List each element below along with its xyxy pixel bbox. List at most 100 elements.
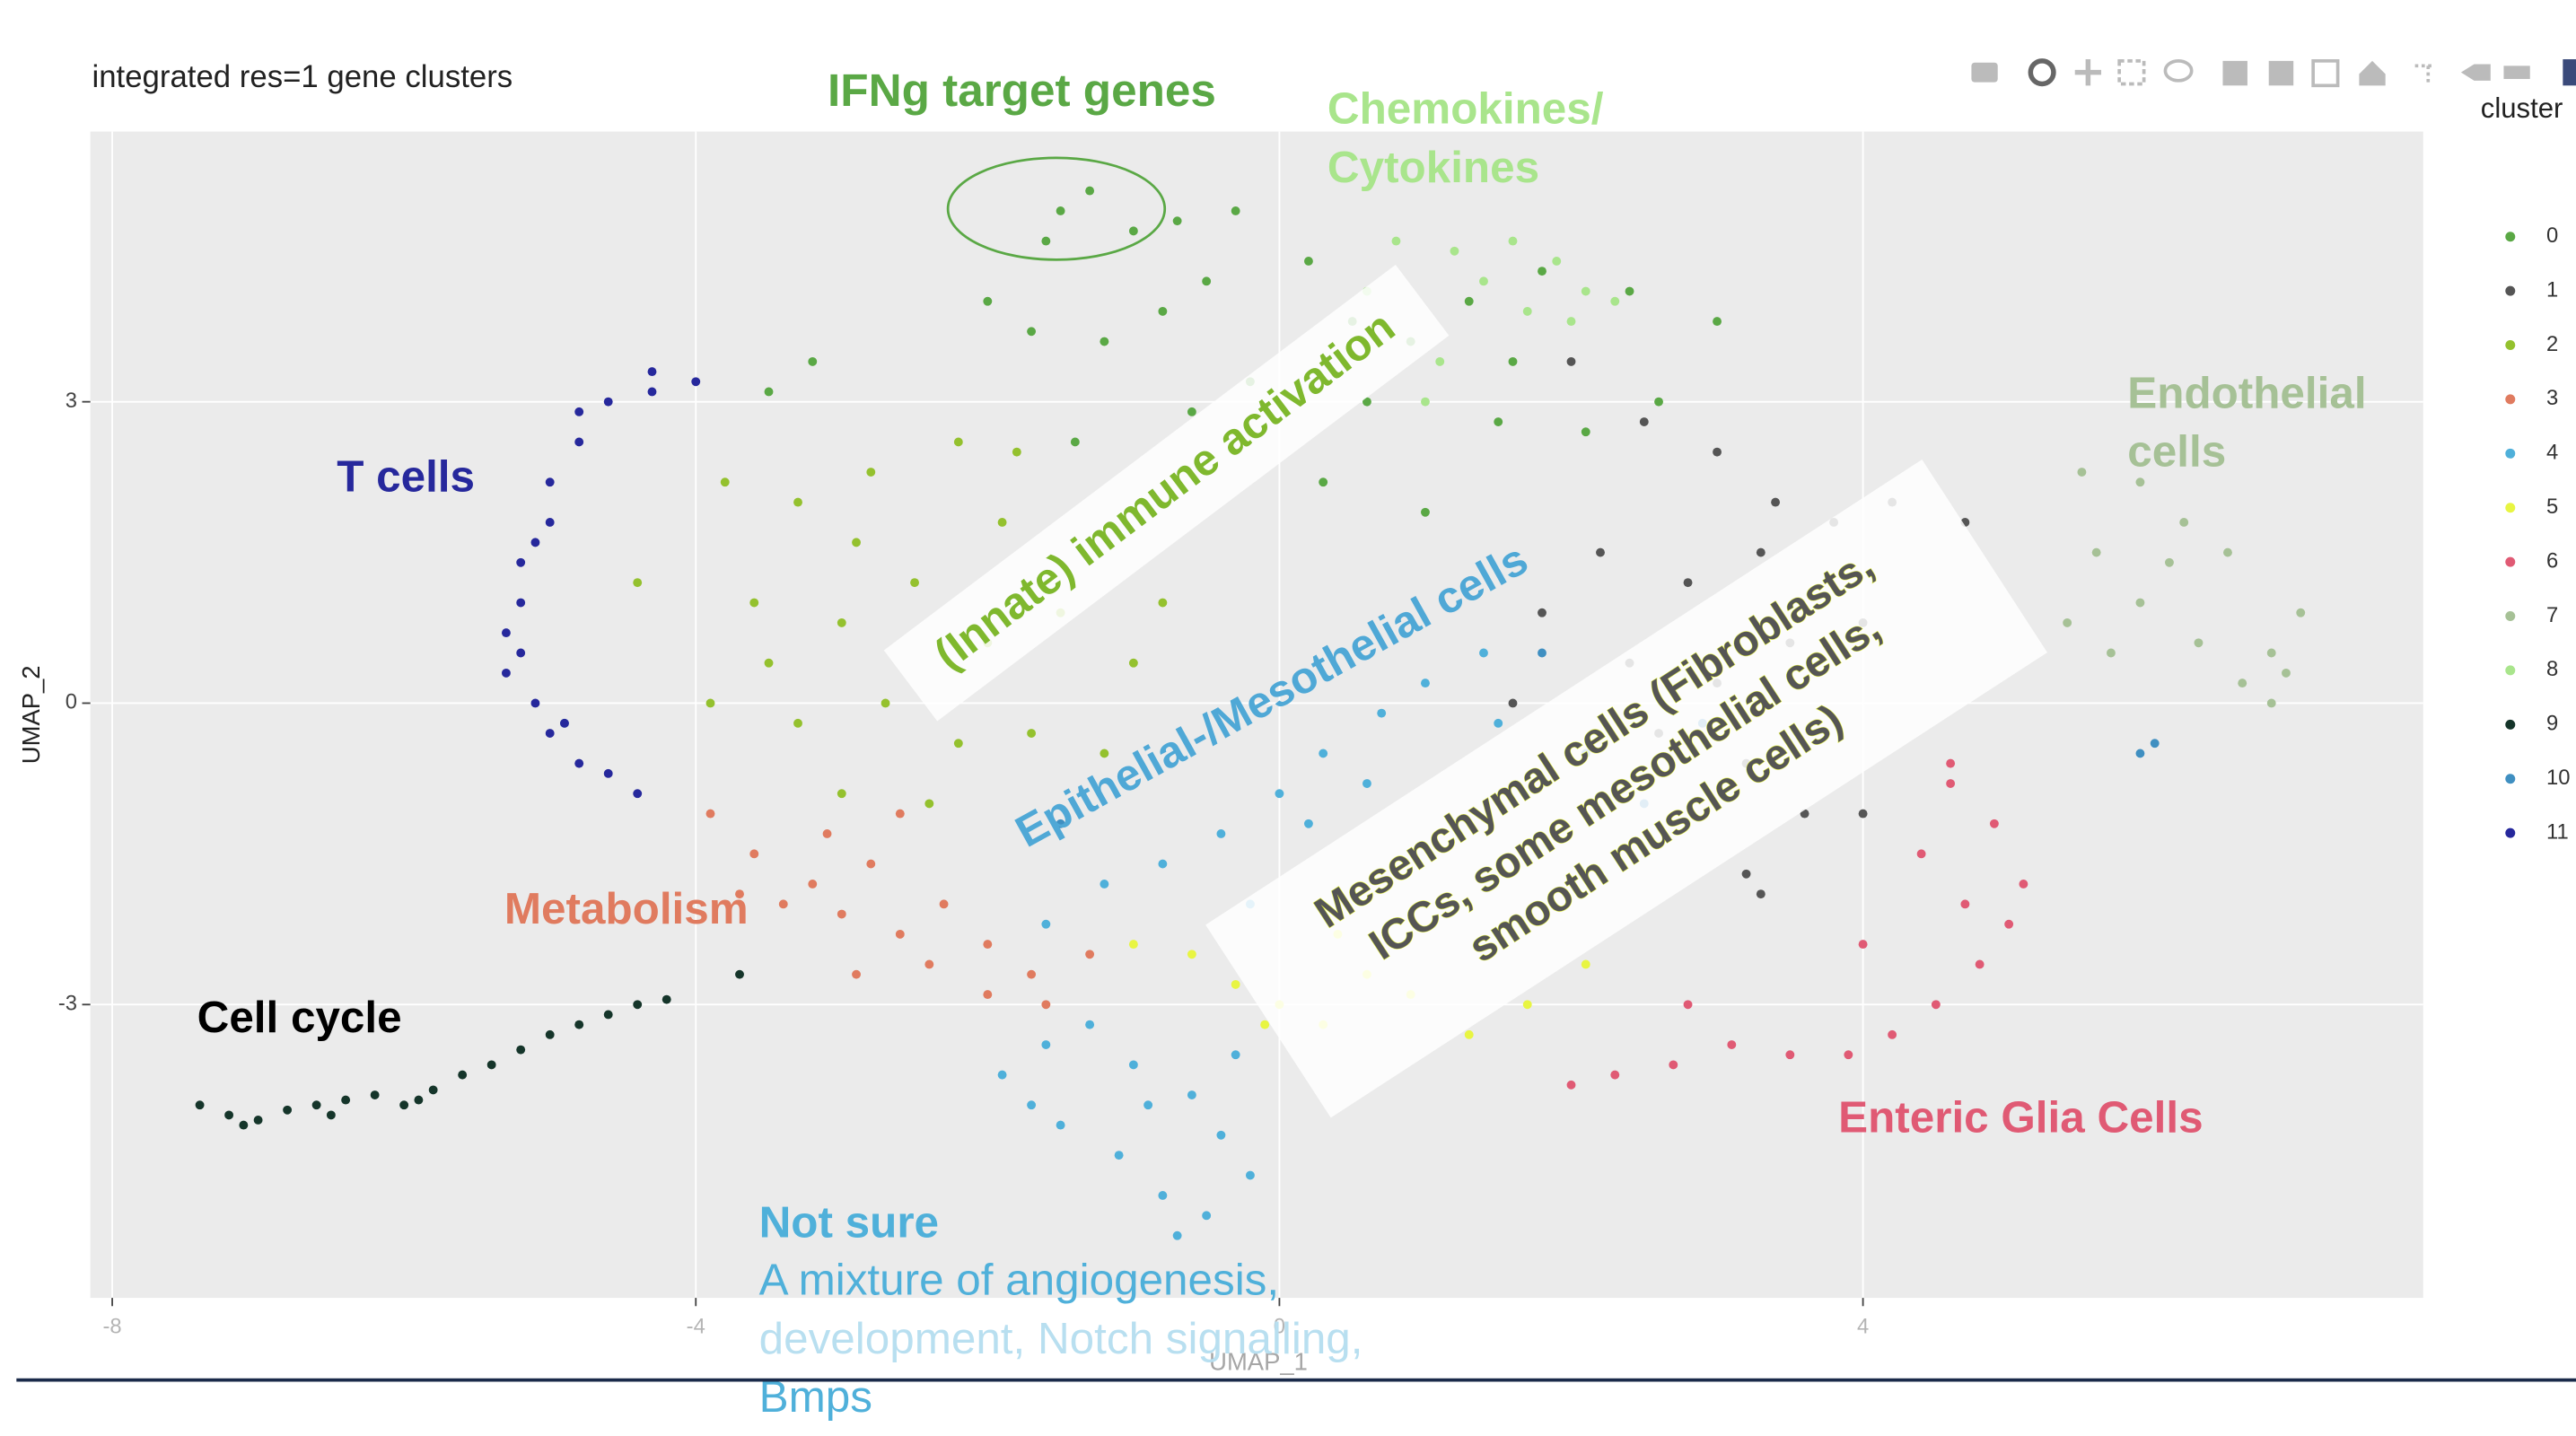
spike-icon[interactable] <box>2414 64 2435 86</box>
scatter-point <box>1479 276 1488 286</box>
scatter-point <box>1538 608 1546 617</box>
scatter-point <box>749 849 759 859</box>
scatter-point <box>1391 236 1401 246</box>
legend-label: 0 <box>2546 223 2558 248</box>
logo-icon[interactable] <box>2563 59 2576 86</box>
scatter-point <box>647 387 657 397</box>
legend-marker <box>2505 556 2516 567</box>
autoscale-icon[interactable] <box>2311 59 2340 88</box>
lasso-icon[interactable] <box>2163 59 2194 83</box>
scatter-point <box>1610 1070 1620 1080</box>
scatter-point <box>2106 648 2116 658</box>
scatter-point <box>895 809 905 819</box>
toolbar[interactable] <box>1971 58 2576 88</box>
scatter-point <box>1522 306 1532 316</box>
scatter-point <box>852 969 861 979</box>
legend: 0 1 2 3 4 5 6 7 8 9 10 11 <box>2505 223 2571 844</box>
scatter-point <box>1566 356 1576 366</box>
scatter-point <box>1027 327 1037 337</box>
scatter-point <box>1172 1230 1182 1240</box>
scatter-point <box>764 387 774 397</box>
scatter-point <box>1946 758 1956 768</box>
hover-compare-icon[interactable] <box>2503 66 2530 79</box>
scatter-point <box>1128 940 1138 950</box>
zoom-icon[interactable] <box>2028 58 2056 87</box>
scatter-point <box>1056 206 1065 215</box>
scatter-point <box>530 538 540 547</box>
scatter-point <box>1479 648 1488 658</box>
scatter-point <box>560 718 569 728</box>
legend-label: 2 <box>2546 332 2558 356</box>
scatter-point <box>1231 206 1240 215</box>
scatter-point <box>1508 356 1518 366</box>
scatter-point <box>1245 1170 1255 1180</box>
scatter-point <box>1085 950 1095 959</box>
scatter-point <box>458 1070 468 1080</box>
scatter-point <box>2179 518 2189 527</box>
scatter-point <box>1070 437 1080 447</box>
scatter-point <box>2266 698 2276 708</box>
scatter-point <box>1771 497 1781 507</box>
annotation-text: Cell cycle <box>197 993 402 1042</box>
y-tick-label: -3 <box>58 992 77 1016</box>
box-select-icon[interactable] <box>2117 59 2146 86</box>
annotation: Endothelial cells <box>2127 368 2366 476</box>
scatter-point <box>720 477 730 487</box>
scatter-point <box>895 929 905 939</box>
scatter-point <box>1435 356 1445 366</box>
scatter-point <box>1741 869 1751 879</box>
annotation: Chemokines/Cytokines <box>1327 84 1604 192</box>
scatter-point <box>399 1100 409 1110</box>
scatter-point <box>1916 849 1926 859</box>
zoom-out-icon[interactable] <box>2268 60 2294 86</box>
scatter-point <box>1260 1020 1270 1029</box>
scatter-point <box>1114 1151 1124 1160</box>
scatter-point <box>1041 919 1051 929</box>
scatter-point <box>1421 507 1430 517</box>
scatter-point <box>633 1000 643 1010</box>
scatter-point <box>341 1095 351 1105</box>
scatter-point <box>1231 1050 1240 1060</box>
scatter-point <box>662 994 671 1004</box>
scatter-point <box>1669 1060 1678 1070</box>
scatter-point <box>852 538 861 547</box>
legend-marker <box>2505 665 2516 676</box>
scatter-point <box>1552 257 1562 266</box>
scatter-point <box>574 1020 584 1029</box>
scatter-point <box>1566 1080 1576 1090</box>
scatter-point <box>1581 286 1590 296</box>
scatter-point <box>2077 468 2087 477</box>
scatter-point <box>1187 950 1196 959</box>
scatter-point <box>1727 1040 1737 1049</box>
legend-marker <box>2505 827 2516 838</box>
scatter-point <box>2150 739 2160 749</box>
scatter-point <box>574 407 584 416</box>
scatter-point <box>1158 598 1168 608</box>
scatter-point <box>1494 417 1503 426</box>
hover-closest-icon[interactable] <box>2460 64 2491 81</box>
zoom-in-icon[interactable] <box>2222 60 2247 86</box>
scatter-point <box>2223 547 2232 557</box>
scatter-point <box>1844 1050 1853 1060</box>
reset-icon[interactable] <box>2359 60 2386 86</box>
scatter-point <box>545 477 555 487</box>
pan-icon[interactable] <box>2074 59 2102 86</box>
annotation-text: Chemokines/ <box>1327 84 1604 134</box>
scatter-point <box>2282 668 2291 678</box>
scatter-point <box>1216 1130 1226 1140</box>
bottom-bar <box>0 1314 2576 1380</box>
scatter-point <box>749 598 759 608</box>
legend-marker <box>2505 340 2516 350</box>
scatter-point <box>1421 397 1430 407</box>
legend-label: 10 <box>2546 766 2570 790</box>
scatter-point <box>2194 638 2204 648</box>
scatter-point <box>574 758 584 768</box>
scatter-point <box>735 969 744 979</box>
camera-icon[interactable] <box>1971 62 1998 83</box>
scatter-point <box>1946 779 1956 788</box>
scatter-point <box>311 1100 321 1110</box>
scatter-point <box>1508 698 1518 708</box>
scatter-point <box>2165 557 2174 567</box>
scatter-point <box>283 1105 293 1115</box>
